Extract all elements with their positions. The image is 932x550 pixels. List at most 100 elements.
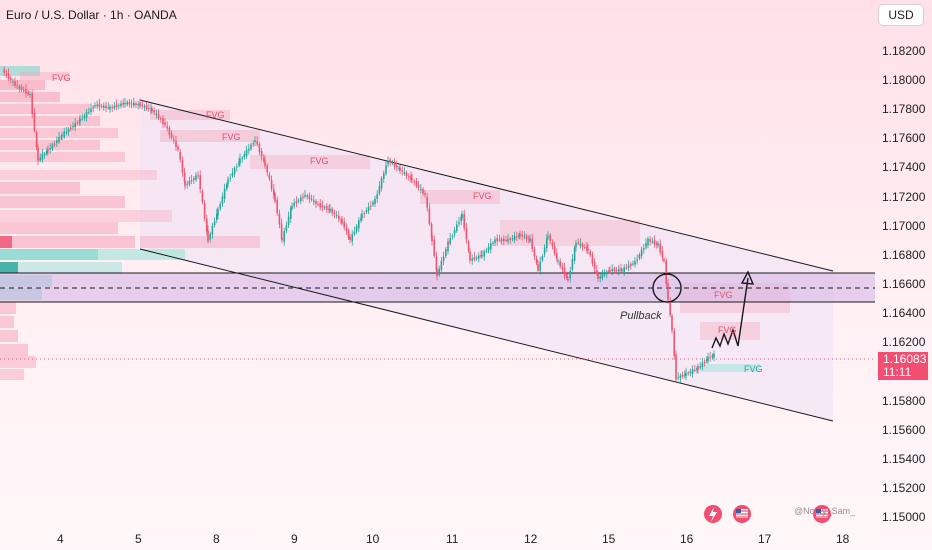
candle-body: [659, 243, 661, 253]
candle-body: [177, 146, 179, 150]
candle-body: [483, 251, 485, 257]
candle-body: [41, 154, 44, 160]
candle-body: [281, 237, 283, 240]
candle-body: [278, 213, 281, 225]
candle-body: [613, 268, 616, 272]
candle-body: [280, 223, 283, 239]
projection-path[interactable]: [711, 277, 749, 349]
candle-body: [372, 202, 374, 205]
us-flag-icon-2[interactable]: [813, 505, 831, 523]
candle-body: [458, 222, 460, 224]
candle-body: [268, 174, 271, 179]
channel-lower-line[interactable]: [139, 248, 834, 422]
candle-body: [424, 193, 426, 195]
candle-body: [445, 249, 447, 257]
candle-body: [96, 104, 98, 107]
candle-body: [338, 215, 340, 220]
candle-body: [209, 233, 211, 240]
candle-body: [65, 131, 68, 133]
candle-body: [85, 111, 88, 118]
pullback-circle[interactable]: [652, 273, 682, 303]
candle-body: [669, 302, 671, 315]
price-tick: 1.18000: [882, 73, 926, 87]
candle-body: [241, 157, 243, 159]
candle-body: [463, 213, 465, 229]
candle-body: [105, 105, 107, 109]
candle-body: [74, 123, 76, 128]
candle-body: [513, 235, 516, 241]
candle-body: [615, 270, 618, 271]
candle-body: [290, 207, 292, 219]
candle-body: [657, 244, 659, 246]
price-tick: 1.16400: [882, 306, 926, 320]
candle-body: [197, 175, 199, 177]
candle-body: [586, 245, 588, 251]
candle-body: [150, 108, 152, 111]
candle-body: [61, 134, 63, 137]
candle-body: [310, 198, 313, 200]
candle-body: [503, 238, 505, 242]
candle-body: [231, 172, 234, 176]
candle-body: [79, 118, 81, 122]
candle-body: [111, 107, 113, 109]
candle-body: [663, 259, 665, 261]
candle-body: [115, 104, 118, 108]
price-tick: 1.15200: [882, 481, 926, 495]
candle-body: [387, 161, 389, 165]
fvg-label: FVG: [744, 364, 763, 374]
candle-body: [561, 266, 564, 270]
candle-body: [33, 112, 36, 131]
candle-body: [27, 91, 29, 95]
candle-body: [557, 260, 559, 262]
candle-body: [447, 242, 449, 244]
support-zone[interactable]: [0, 273, 875, 302]
candle-body: [523, 236, 526, 238]
candle-body: [697, 366, 699, 370]
candle-body: [593, 262, 596, 269]
candle-body: [248, 148, 250, 151]
candle-body: [584, 247, 586, 249]
candle-body: [480, 254, 482, 257]
candle-body: [184, 181, 186, 187]
candle-body: [168, 127, 171, 135]
candle-body: [433, 239, 435, 256]
candle-body: [160, 118, 162, 120]
candle-body: [487, 247, 490, 251]
candle-body: [195, 175, 197, 180]
candle-body: [90, 108, 92, 112]
candle-body: [306, 195, 308, 197]
candle-body: [640, 249, 643, 257]
candle-body: [460, 216, 462, 221]
chart-title[interactable]: Euro / U.S. Dollar · 1h · OANDA: [6, 8, 177, 22]
channel-upper-line[interactable]: [139, 99, 834, 272]
candle-body: [347, 230, 350, 239]
candle-body: [456, 224, 458, 231]
projection-arrowhead: [740, 270, 755, 285]
candle-body: [341, 219, 343, 224]
candle-body: [60, 136, 62, 138]
candle-body: [46, 150, 48, 155]
candle-body: [211, 225, 214, 235]
candle-body: [411, 178, 413, 181]
us-flag-icon[interactable]: [733, 505, 751, 523]
candle-body: [109, 106, 111, 110]
time-tick: 15: [602, 532, 616, 546]
candle-body: [181, 160, 184, 173]
candle-body: [363, 213, 365, 214]
candle-body: [393, 162, 396, 167]
candle-body: [385, 165, 387, 174]
time-tick: 8: [213, 532, 220, 546]
candle-body: [671, 315, 673, 331]
candle-body: [563, 267, 566, 276]
candle-body: [130, 103, 133, 105]
candle-body: [304, 195, 306, 197]
candle-body: [166, 126, 168, 129]
candle-body: [16, 85, 18, 87]
candle-body: [331, 208, 333, 214]
flash-icon[interactable]: [704, 505, 722, 523]
candle-body: [398, 167, 400, 169]
currency-button[interactable]: USD: [878, 4, 924, 26]
fvg-label: FVG: [206, 110, 225, 120]
candle-body: [528, 238, 530, 240]
